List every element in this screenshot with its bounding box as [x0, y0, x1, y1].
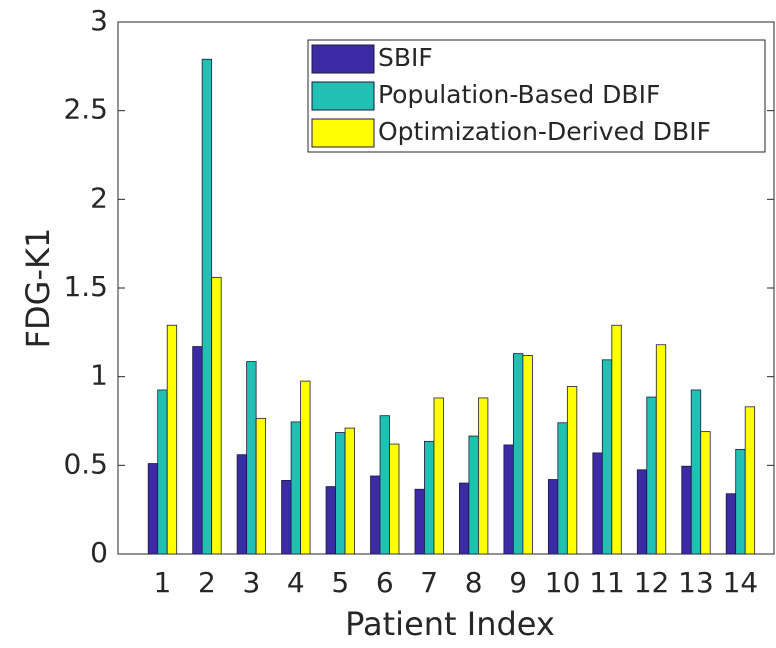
bar	[201, 58, 213, 555]
bar	[522, 354, 533, 555]
legend-swatch	[311, 118, 375, 148]
bar	[636, 469, 648, 555]
x-tick-label: 9	[509, 566, 527, 599]
legend-box	[307, 39, 766, 153]
y-tick-label: 0.5	[63, 447, 108, 480]
x-tick-label: 10	[545, 566, 581, 599]
bar	[300, 380, 311, 555]
x-tick-label: 11	[589, 566, 625, 599]
bar	[503, 444, 514, 555]
x-tick-label: 8	[465, 566, 483, 599]
bar	[290, 421, 301, 555]
y-axis-label: FDG-K1	[19, 228, 57, 349]
y-tick-label: 1	[90, 359, 108, 392]
x-tick-label: 13	[678, 566, 714, 599]
bar	[611, 324, 622, 555]
bar	[255, 417, 267, 555]
x-tick-label: 14	[723, 566, 759, 599]
bar	[335, 432, 346, 555]
bar	[744, 406, 756, 555]
y-tick-label: 3	[90, 4, 108, 37]
bar	[601, 359, 613, 555]
bar	[246, 361, 257, 555]
bar	[690, 389, 702, 555]
bar	[681, 465, 692, 555]
bar	[592, 452, 603, 555]
x-tick-label: 6	[376, 566, 394, 599]
bar	[424, 440, 435, 555]
bar	[147, 463, 159, 555]
x-tick-label: 2	[198, 566, 216, 599]
bar	[236, 454, 248, 555]
bar	[389, 443, 400, 555]
bar	[735, 448, 746, 555]
bar	[166, 324, 178, 555]
bar	[547, 479, 559, 555]
bar	[211, 276, 222, 555]
bar	[725, 493, 737, 555]
bar	[281, 480, 292, 555]
bar	[566, 386, 578, 555]
x-tick-label: 7	[420, 566, 438, 599]
bar	[379, 415, 390, 555]
bar	[459, 482, 470, 555]
x-tick-label: 5	[331, 566, 349, 599]
bar	[655, 344, 667, 555]
y-tick-label: 0	[90, 536, 108, 569]
bar	[344, 427, 355, 555]
bar	[700, 431, 711, 555]
bar	[478, 397, 489, 555]
y-tick-label: 2.5	[63, 93, 108, 126]
bar	[433, 397, 444, 555]
x-tick-label: 1	[154, 566, 172, 599]
legend-swatch	[311, 44, 375, 74]
bar	[512, 353, 524, 555]
legend-label: SBIF	[378, 43, 433, 72]
bar	[325, 486, 336, 555]
x-tick-label: 12	[634, 566, 670, 599]
y-tick-label: 1.5	[63, 270, 108, 303]
x-tick-label: 4	[287, 566, 305, 599]
x-axis-label: Patient Index	[345, 605, 555, 643]
x-tick-label: 3	[242, 566, 260, 599]
legend-swatch	[311, 81, 375, 111]
bar	[468, 435, 479, 555]
y-tick-label: 2	[90, 181, 108, 214]
bar	[557, 422, 568, 555]
bar	[414, 488, 425, 555]
bar	[370, 475, 381, 555]
bar	[192, 346, 203, 555]
bar	[646, 396, 657, 555]
bar	[157, 389, 168, 555]
legend-label: Population-Based DBIF	[378, 80, 660, 109]
legend-label: Optimization-Derived DBIF	[378, 117, 711, 146]
